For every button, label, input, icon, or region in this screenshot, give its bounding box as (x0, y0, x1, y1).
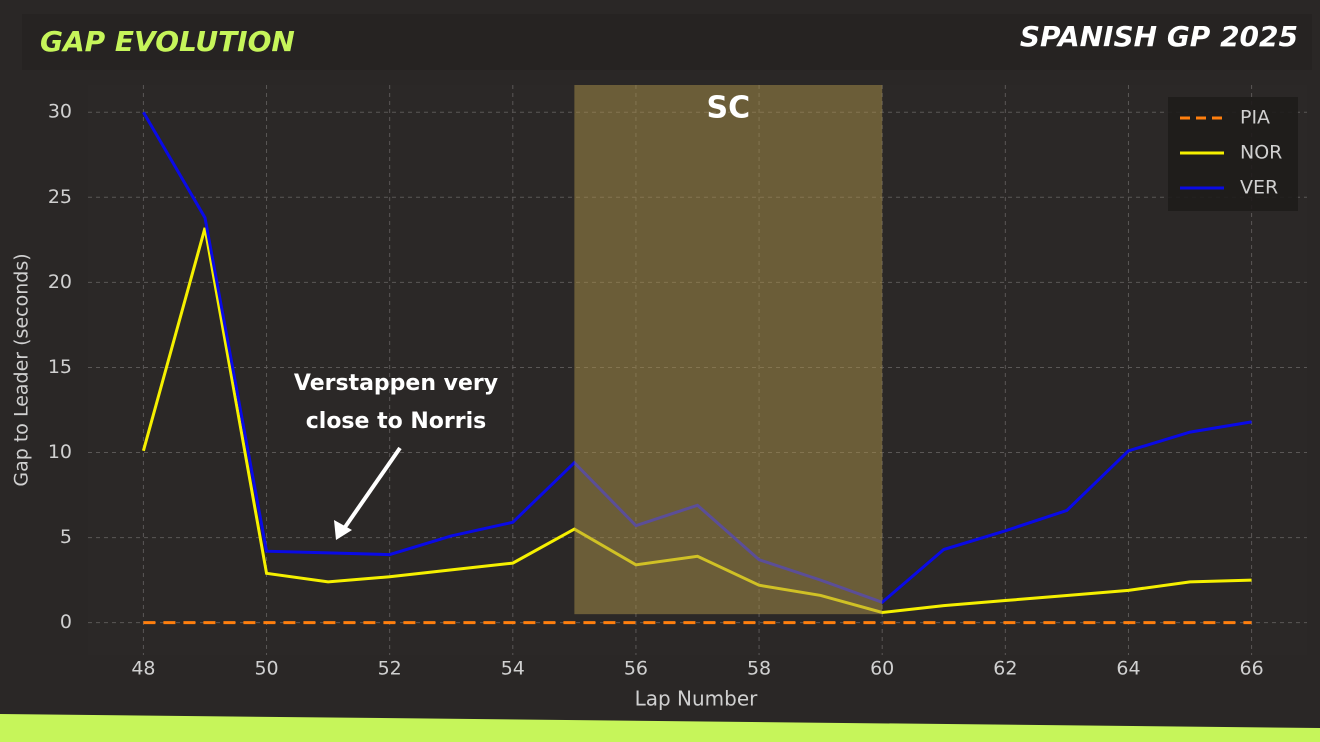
annotation-arrow (341, 446, 402, 532)
x-tick-label: 64 (1116, 658, 1140, 680)
y-tick-label: 10 (48, 441, 72, 463)
x-tick-label: 56 (624, 658, 648, 680)
legend-label: VER (1240, 177, 1278, 199)
y-tick-label: 20 (48, 271, 72, 293)
annotation: Verstappen very (294, 371, 498, 396)
sc-region: SC (574, 85, 883, 615)
x-tick-label: 62 (993, 658, 1017, 680)
legend-label: NOR (1240, 142, 1282, 164)
x-tick-label: 48 (131, 658, 155, 680)
shaded-region (574, 85, 883, 615)
annotation: close to Norris (306, 409, 487, 434)
y-tick-label: 15 (48, 356, 72, 378)
header-band (22, 14, 1312, 70)
y-axis-label: Gap to Leader (seconds) (11, 253, 33, 486)
legend-label: PIA (1240, 107, 1270, 129)
region-label: SC (706, 91, 750, 126)
y-tick-label: 30 (48, 101, 72, 123)
x-axis-label: Lap Number (635, 687, 759, 711)
x-tick-label: 50 (254, 658, 278, 680)
footer-stripe (0, 714, 1320, 742)
x-tick-label: 66 (1239, 658, 1263, 680)
x-tick-label: 58 (747, 658, 771, 680)
chart-title: GAP EVOLUTION (40, 25, 295, 58)
x-tick-label: 60 (870, 658, 894, 680)
chart-subtitle: SPANISH GP 2025 (1020, 20, 1298, 53)
x-tick-label: 54 (501, 658, 525, 680)
annotation-arrowhead (334, 520, 352, 540)
y-tick-label: 25 (48, 186, 72, 208)
y-tick-label: 0 (60, 611, 72, 633)
legend: PIA NOR VER (1168, 97, 1298, 211)
x-tick-label: 52 (378, 658, 402, 680)
y-tick-label: 5 (60, 526, 72, 548)
